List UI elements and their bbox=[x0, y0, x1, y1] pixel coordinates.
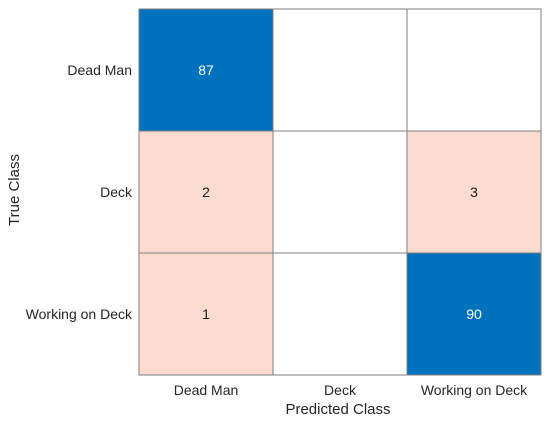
cell-value-label: 1 bbox=[202, 306, 210, 322]
y-axis-label: True Class bbox=[6, 154, 23, 226]
cell-value-label: 3 bbox=[470, 184, 478, 200]
x-tick-label: Working on Deck bbox=[421, 382, 528, 398]
y-tick-label: Working on Deck bbox=[26, 306, 133, 322]
cell-working-on-deck-dead-man bbox=[138, 252, 274, 376]
y-tick-labels: Dead Man Deck Working on Deck bbox=[26, 62, 133, 322]
matrix-cells: 87 2 3 1 90 bbox=[138, 8, 542, 376]
cell-value-label: 2 bbox=[202, 184, 210, 200]
cell-deck-working-on-deck bbox=[406, 130, 542, 254]
cell-value-label: 87 bbox=[198, 62, 214, 78]
y-tick-label: Dead Man bbox=[67, 62, 132, 78]
y-tick-label: Deck bbox=[100, 184, 133, 200]
x-tick-labels: Dead Man Deck Working on Deck bbox=[174, 382, 528, 398]
x-tick-label: Dead Man bbox=[174, 382, 239, 398]
cell-dead-man-working-on-deck bbox=[406, 8, 542, 132]
cell-value-label: 90 bbox=[466, 306, 482, 322]
cell-dead-man-deck bbox=[272, 8, 408, 132]
cell-working-on-deck-working-on-deck bbox=[406, 252, 542, 376]
x-tick-label: Deck bbox=[324, 382, 357, 398]
cell-working-on-deck-deck bbox=[272, 252, 408, 376]
cell-deck-dead-man bbox=[138, 130, 274, 254]
cell-deck-deck bbox=[272, 130, 408, 254]
cell-dead-man-dead-man bbox=[138, 8, 274, 132]
x-axis-label: Predicted Class bbox=[285, 401, 390, 418]
